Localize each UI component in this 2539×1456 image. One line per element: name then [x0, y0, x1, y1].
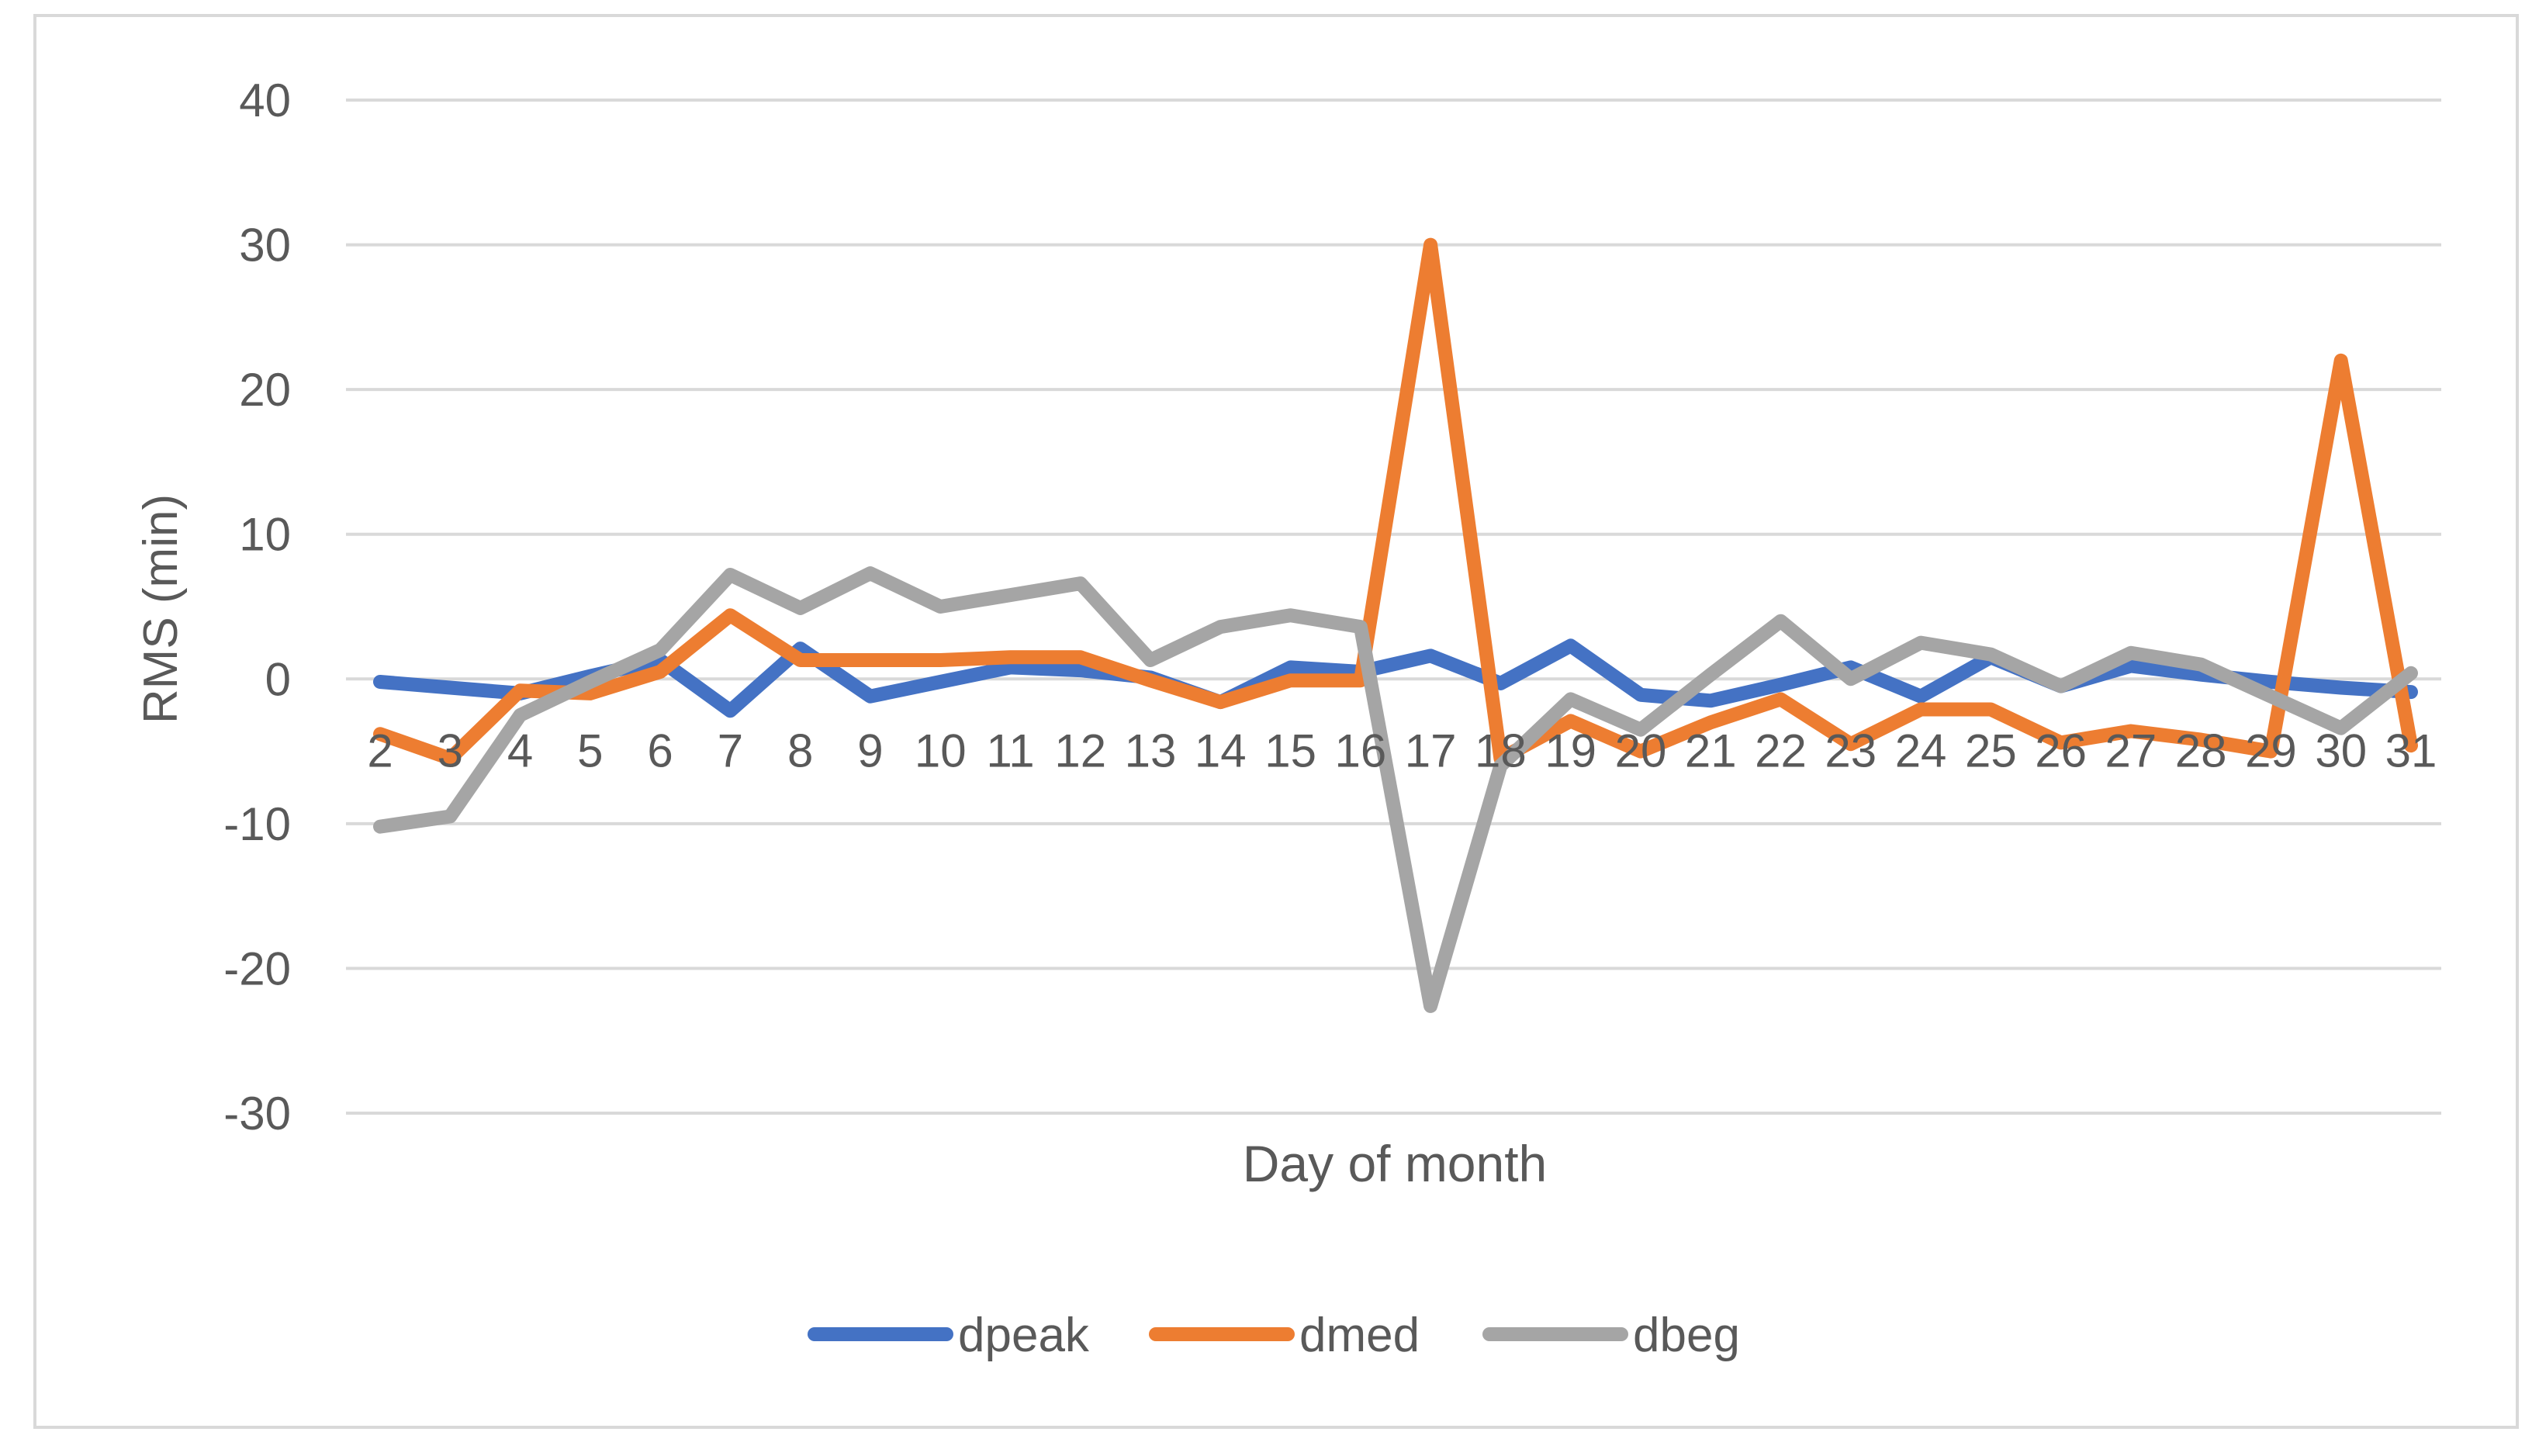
- legend: dpeak dmed dbeg: [808, 1309, 1740, 1362]
- series-line-dmed: [373, 237, 2418, 766]
- x-axis-tick-labels: 2 3 4 5 6 7 8 9 10 11 12 13 14 15 16 17 18 19 20 21 22 23 24 25…: [367, 725, 2437, 776]
- x-tick-label: 15: [1264, 725, 1316, 776]
- x-tick-label: 26: [2035, 725, 2087, 776]
- x-tick-label: 20: [1615, 725, 1667, 776]
- x-axis-title: Day of month: [1243, 1135, 1548, 1192]
- y-tick-label: 30: [239, 220, 291, 271]
- x-tick-label: 22: [1755, 725, 1807, 776]
- x-tick-label: 25: [1965, 725, 2017, 776]
- x-tick-label: 21: [1685, 725, 1737, 776]
- x-tick-label: 5: [577, 725, 603, 776]
- x-tick-label: 6: [647, 725, 673, 776]
- x-tick-label: 27: [2105, 725, 2157, 776]
- x-tick-label: 24: [1895, 725, 1947, 776]
- series-line-dbeg: [373, 566, 2418, 1013]
- x-tick-label: 23: [1825, 725, 1877, 776]
- x-tick-label: 29: [2245, 725, 2297, 776]
- x-tick-label: 7: [718, 725, 743, 776]
- chart-border: [33, 14, 2519, 1429]
- y-tick-label: 0: [265, 653, 291, 705]
- x-tick-label: 2: [367, 725, 393, 776]
- x-tick-label: 30: [2315, 725, 2367, 776]
- x-tick-label: 19: [1545, 725, 1596, 776]
- y-tick-label: 40: [239, 74, 291, 126]
- x-tick-label: 8: [787, 725, 813, 776]
- y-tick-label: -20: [223, 942, 291, 994]
- y-tick-label: -10: [223, 798, 291, 850]
- legend-label-dpeak: dpeak: [958, 1309, 1090, 1362]
- x-tick-label: 28: [2175, 725, 2227, 776]
- y-tick-label: 20: [239, 364, 291, 416]
- y-axis-title: RMS (min): [134, 494, 188, 724]
- y-tick-label: 10: [239, 509, 291, 561]
- series-lines: [373, 237, 2418, 1013]
- x-tick-label: 17: [1405, 725, 1457, 776]
- x-tick-label: 9: [857, 725, 883, 776]
- y-axis-tick-labels: 40 30 20 10 0 -10 -20 -30: [223, 74, 291, 1140]
- x-tick-label: 4: [507, 725, 533, 776]
- legend-label-dmed: dmed: [1299, 1309, 1420, 1362]
- x-tick-label: 11: [986, 725, 1034, 776]
- x-tick-label: 16: [1334, 725, 1386, 776]
- y-tick-label: -30: [223, 1088, 291, 1140]
- x-tick-label: 10: [915, 725, 967, 776]
- x-tick-label: 31: [2385, 725, 2437, 776]
- x-tick-label: 3: [438, 725, 463, 776]
- x-tick-label: 18: [1475, 725, 1527, 776]
- x-tick-label: 12: [1054, 725, 1106, 776]
- x-tick-label: 13: [1125, 725, 1177, 776]
- x-tick-label: 14: [1195, 725, 1247, 776]
- legend-label-dbeg: dbeg: [1633, 1309, 1740, 1362]
